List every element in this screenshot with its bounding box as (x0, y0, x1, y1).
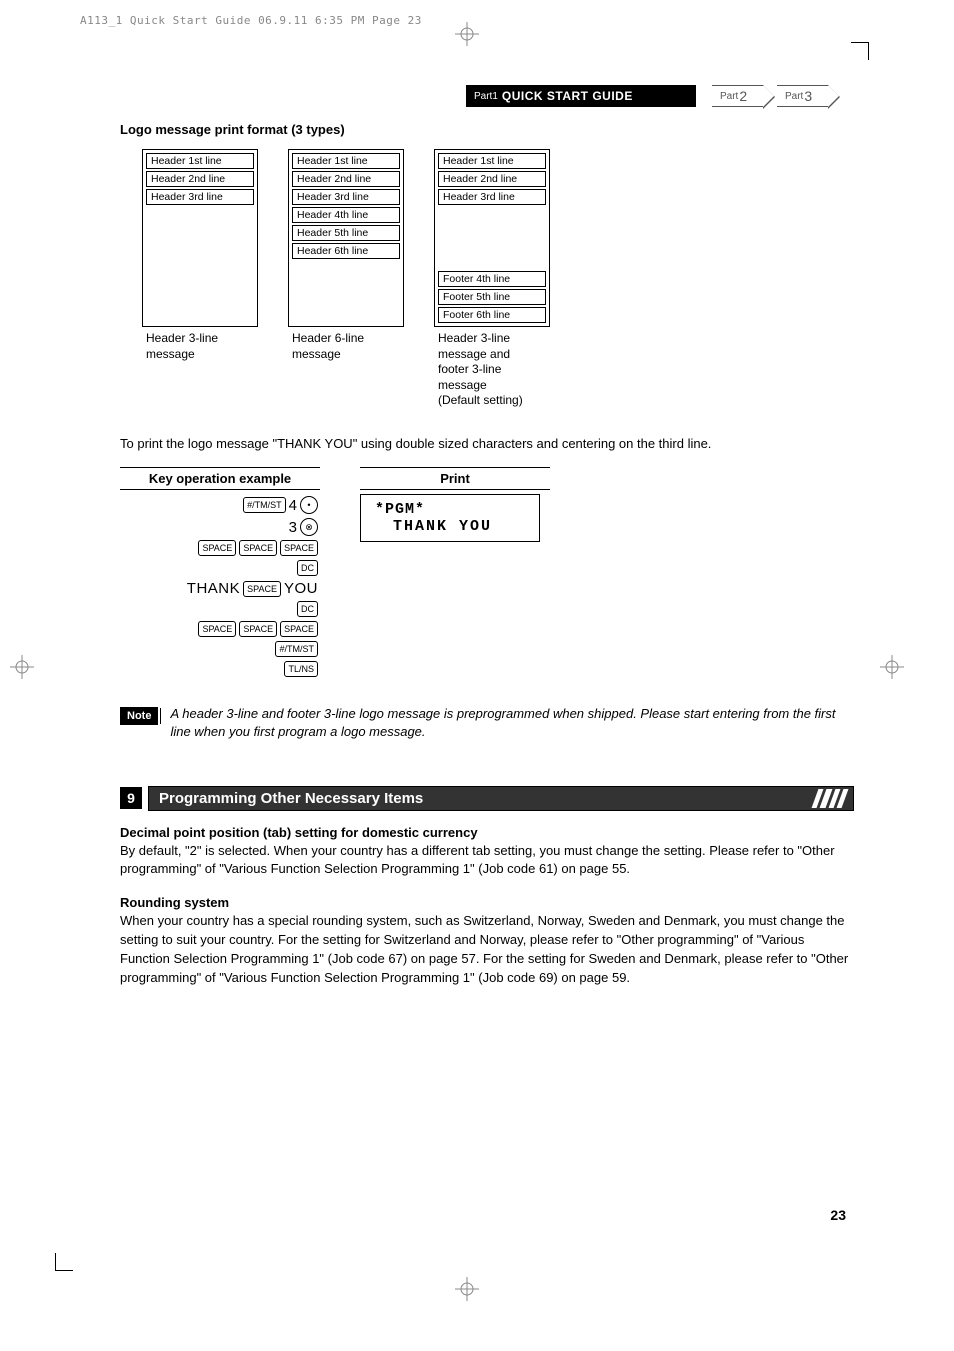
tab-part1: Part1 QUICK START GUIDE (466, 85, 696, 107)
header-line: Header 6th line (292, 243, 400, 259)
crop-mark (851, 42, 869, 60)
header-line: Header 5th line (292, 225, 400, 241)
format-2-caption: Header 6-linemessage (292, 331, 364, 362)
space-key: SPACE (198, 540, 236, 556)
rounding-heading: Rounding system (120, 895, 854, 910)
format-2-box: Header 1st line Header 2nd line Header 3… (288, 149, 404, 327)
format-3: Header 1st line Header 2nd line Header 3… (434, 149, 550, 409)
crop-mark (55, 1253, 73, 1271)
registration-mark-top (455, 22, 479, 46)
note-badge: Note (120, 707, 158, 725)
page-content: Logo message print format (3 types) Head… (120, 122, 854, 1004)
header-line: Header 1st line (292, 153, 400, 169)
registration-mark-right (880, 655, 904, 679)
num4: 4 (289, 497, 297, 514)
print-head: Print (360, 467, 550, 490)
rounding-body: When your country has a special rounding… (120, 912, 854, 987)
section-number: 9 (120, 787, 142, 809)
format-2: Header 1st line Header 2nd line Header 3… (288, 149, 404, 409)
footer-line: Footer 5th line (438, 289, 546, 305)
you-text: YOU (284, 580, 318, 597)
decimal-body: By default, "2" is selected. When your c… (120, 842, 854, 880)
header-line: Header 3rd line (438, 189, 546, 205)
tab-part2: Part2 (712, 85, 764, 107)
tab-part3-num: 3 (804, 88, 812, 104)
dc-key: DC (297, 560, 318, 576)
registration-mark-left (10, 655, 34, 679)
print-line-1: *PGM* (375, 501, 525, 518)
header-line: Header 3rd line (292, 189, 400, 205)
tab-part2-label: Part (720, 91, 738, 102)
multiply-key: ⊗ (300, 518, 318, 536)
section-title-text: Programming Other Necessary Items (159, 790, 423, 807)
footer-line: Footer 4th line (438, 271, 546, 287)
space-key: SPACE (280, 621, 318, 637)
num3: 3 (289, 519, 297, 536)
section-9-header: 9 Programming Other Necessary Items (120, 786, 854, 811)
logo-intro-text: To print the logo message "THANK YOU" us… (120, 435, 854, 453)
header-line: Header 2nd line (438, 171, 546, 187)
space-key: SPACE (243, 581, 281, 597)
logo-format-heading: Logo message print format (3 types) (120, 122, 854, 137)
tmst-key: #/TM/ST (275, 641, 318, 657)
key-example: Key operation example #/TM/ST 4 • 3 ⊗ SP… (120, 467, 854, 683)
key-ops-head: Key operation example (120, 467, 320, 490)
space-key: SPACE (198, 621, 236, 637)
part-tabs: Part1 QUICK START GUIDE Part2 Part3 (120, 85, 854, 109)
page-number: 23 (830, 1207, 846, 1223)
dc-key: DC (297, 601, 318, 617)
format-3-caption: Header 3-linemessage andfooter 3-linemes… (438, 331, 523, 409)
print-line-2: THANK YOU (375, 518, 525, 535)
header-line: Header 3rd line (146, 189, 254, 205)
section-title: Programming Other Necessary Items (148, 786, 854, 811)
decimal-heading: Decimal point position (tab) setting for… (120, 825, 854, 840)
print-job-header: A113_1 Quick Start Guide 06.9.11 6:35 PM… (80, 14, 422, 27)
tab-part3-label: Part (785, 91, 803, 102)
header-line: Header 2nd line (292, 171, 400, 187)
header-line: Header 1st line (146, 153, 254, 169)
dot-key: • (300, 496, 318, 514)
space-key: SPACE (239, 621, 277, 637)
print-output: *PGM* THANK YOU (360, 494, 540, 542)
format-1-caption: Header 3-linemessage (146, 331, 218, 362)
thank-text: THANK (187, 580, 240, 597)
note-block: Note A header 3-line and footer 3-line l… (120, 705, 854, 741)
registration-mark-bottom (455, 1277, 479, 1301)
tab-part1-title: QUICK START GUIDE (502, 89, 633, 103)
key-ops-sequence: #/TM/ST 4 • 3 ⊗ SPACE SPACE SPACE DC T (120, 490, 320, 683)
tab-part1-label: Part1 (474, 91, 498, 102)
logo-formats: Header 1st line Header 2nd line Header 3… (142, 149, 854, 409)
space-key: SPACE (280, 540, 318, 556)
footer-line: Footer 6th line (438, 307, 546, 323)
format-3-box: Header 1st line Header 2nd line Header 3… (434, 149, 550, 327)
header-line: Header 1st line (438, 153, 546, 169)
tmst-key: #/TM/ST (243, 497, 286, 513)
format-1-box: Header 1st line Header 2nd line Header 3… (142, 149, 258, 327)
header-line: Header 2nd line (146, 171, 254, 187)
tab-part3: Part3 (777, 85, 829, 107)
stripes-icon (812, 789, 849, 808)
format-1: Header 1st line Header 2nd line Header 3… (142, 149, 258, 409)
space-key: SPACE (239, 540, 277, 556)
header-line: Header 4th line (292, 207, 400, 223)
tab-part2-num: 2 (739, 88, 747, 104)
tlns-key: TL/NS (284, 661, 318, 677)
note-text: A header 3-line and footer 3-line logo m… (170, 705, 854, 741)
